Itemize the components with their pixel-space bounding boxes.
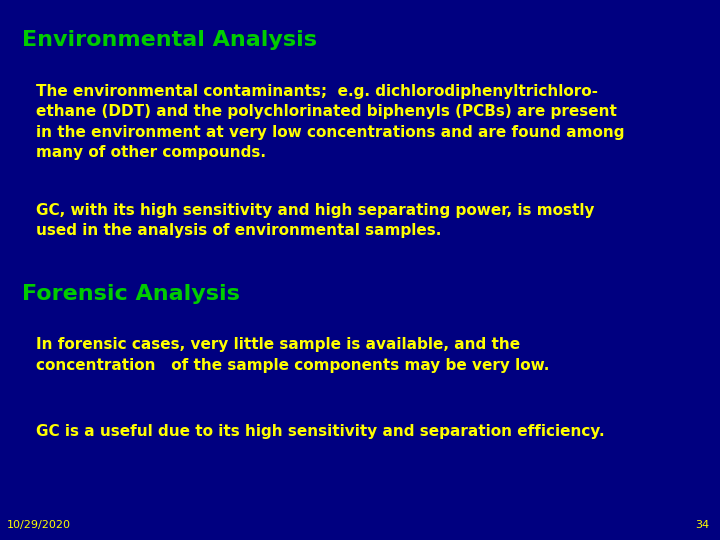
Text: In forensic cases, very little sample is available, and the
concentration   of t: In forensic cases, very little sample is… xyxy=(36,338,549,373)
Text: Forensic Analysis: Forensic Analysis xyxy=(22,284,240,303)
Text: 34: 34 xyxy=(695,520,709,530)
Text: GC, with its high sensitivity and high separating power, is mostly
used in the a: GC, with its high sensitivity and high s… xyxy=(36,202,595,238)
Text: GC is a useful due to its high sensitivity and separation efficiency.: GC is a useful due to its high sensitivi… xyxy=(36,424,605,439)
Text: 10/29/2020: 10/29/2020 xyxy=(7,520,71,530)
Text: The environmental contaminants;  e.g. dichlorodiphenyltrichloro-
ethane (DDT) an: The environmental contaminants; e.g. dic… xyxy=(36,84,624,160)
Text: Environmental Analysis: Environmental Analysis xyxy=(22,30,317,50)
